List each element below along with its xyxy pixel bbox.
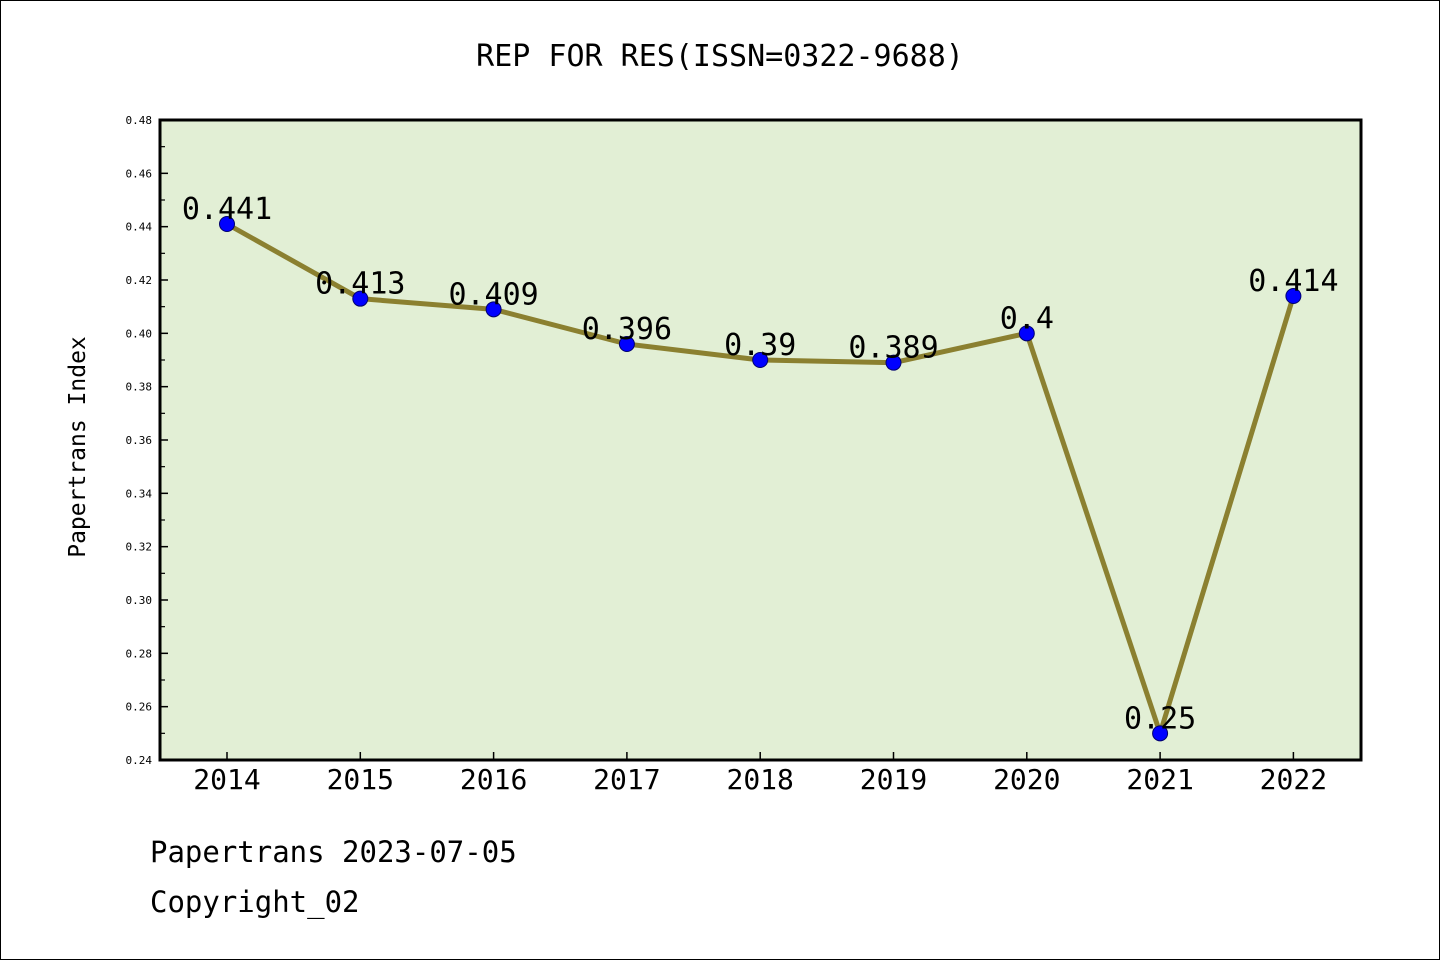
data-label: 0.409 <box>448 277 538 312</box>
y-tick-label: 0.26 <box>126 701 153 714</box>
x-tick-label: 2015 <box>327 763 394 796</box>
data-point <box>1018 325 1035 342</box>
footer-source: Papertrans 2023-07-05 <box>150 835 517 869</box>
data-point <box>885 354 902 371</box>
y-tick-label: 0.30 <box>126 594 153 607</box>
chart-title: REP FOR RES(ISSN=0322-9688) <box>476 39 964 74</box>
y-tick-label: 0.24 <box>126 754 153 767</box>
y-tick-label: 0.38 <box>126 381 153 394</box>
footer-copyright: Copyright_02 <box>150 885 360 919</box>
data-point <box>1152 725 1169 742</box>
y-tick-label: 0.28 <box>126 647 153 660</box>
data-label: 0.441 <box>182 192 272 227</box>
data-label: 0.39 <box>724 328 796 363</box>
x-tick-label: 2019 <box>860 763 927 796</box>
data-point <box>1285 288 1302 304</box>
data-label: 0.414 <box>1248 264 1338 299</box>
x-tick-label: 2016 <box>460 763 527 796</box>
data-label: 0.413 <box>315 267 405 302</box>
x-axis: 2014 2015 2016 2017 2018 2019 2020 2021 2022 <box>193 752 1327 796</box>
y-tick-label: 0.36 <box>126 434 153 447</box>
x-tick-label: 2014 <box>193 763 260 796</box>
data-point <box>219 216 235 232</box>
data-label: 0.4 <box>1000 301 1054 336</box>
data-point <box>618 336 635 352</box>
y-axis-label: Papertrans Index <box>65 336 91 558</box>
data-point <box>485 301 502 318</box>
x-tick-label: 2018 <box>726 763 793 796</box>
y-axis: 0.24 0.26 0.28 0.30 0.32 0.34 0.36 0.38 0.40 0.42… <box>126 114 168 767</box>
x-tick-label: 2021 <box>1126 763 1193 796</box>
data-point <box>352 290 369 307</box>
plot-area <box>158 118 1363 762</box>
data-point <box>752 352 769 368</box>
x-tick-label: 2017 <box>593 763 660 796</box>
data-label: 0.25 <box>1124 701 1196 736</box>
x-tick-label: 2022 <box>1260 763 1327 796</box>
data-label: 0.389 <box>848 331 938 366</box>
data-label: 0.396 <box>582 312 672 347</box>
y-tick-label: 0.46 <box>126 167 153 180</box>
y-tick-label: 0.40 <box>126 327 153 340</box>
y-tick-label: 0.34 <box>126 487 153 500</box>
y-tick-label: 0.42 <box>126 274 153 287</box>
data-points <box>219 216 1302 742</box>
y-tick-label: 0.48 <box>126 114 153 127</box>
data-labels: 0.441 0.413 0.409 0.396 0.39 0.389 0.4 0.25 0.41… <box>182 192 1339 736</box>
y-tick-label: 0.32 <box>126 541 153 554</box>
x-tick-label: 2020 <box>993 763 1060 796</box>
y-tick-label: 0.44 <box>126 221 153 234</box>
